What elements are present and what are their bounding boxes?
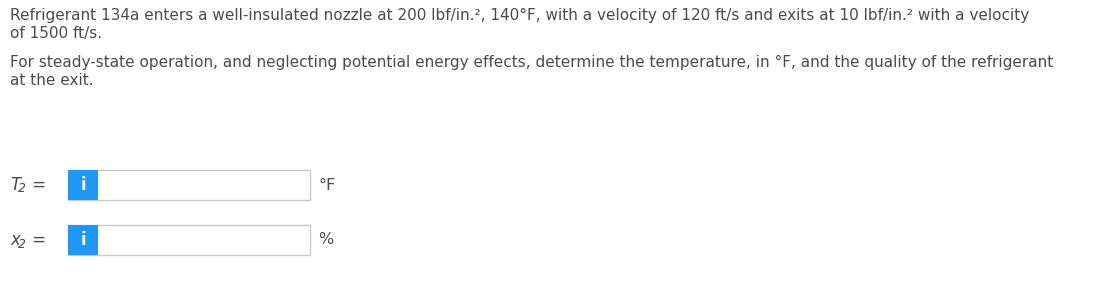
Text: 2: 2 — [18, 182, 26, 196]
Text: =: = — [27, 176, 47, 194]
Text: For steady-state operation, and neglecting potential energy effects, determine t: For steady-state operation, and neglecti… — [10, 55, 1053, 70]
Text: T: T — [10, 176, 20, 194]
FancyBboxPatch shape — [68, 225, 310, 255]
Text: of 1500 ft/s.: of 1500 ft/s. — [10, 26, 102, 41]
Text: x: x — [10, 231, 20, 249]
Text: i: i — [80, 231, 86, 249]
Text: %: % — [318, 233, 333, 248]
FancyBboxPatch shape — [68, 170, 98, 200]
Text: 2: 2 — [18, 237, 26, 251]
FancyBboxPatch shape — [68, 225, 98, 255]
FancyBboxPatch shape — [68, 170, 310, 200]
Text: Refrigerant 134a enters a well-insulated nozzle at 200 lbf/in.², 140°F, with a v: Refrigerant 134a enters a well-insulated… — [10, 8, 1029, 23]
Text: °F: °F — [318, 177, 336, 192]
Text: i: i — [80, 176, 86, 194]
Text: at the exit.: at the exit. — [10, 73, 93, 88]
Text: =: = — [27, 231, 47, 249]
